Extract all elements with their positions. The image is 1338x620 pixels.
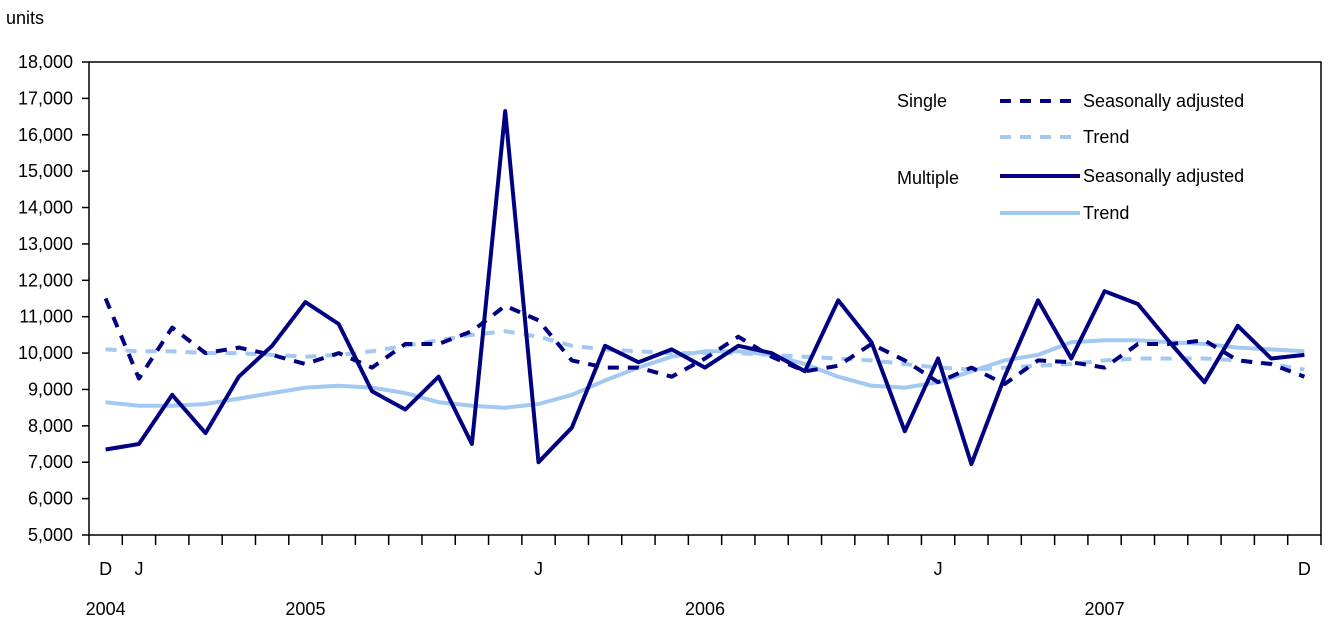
x-year-label: 2006 [685,599,725,619]
y-tick-label: 18,000 [18,52,73,72]
legend-label-single-seasonally-adjusted: Seasonally adjusted [1083,91,1244,111]
legend-label-multiple-trend: Trend [1083,203,1129,223]
series-line-multiple-seasonally-adjusted [105,109,1305,467]
y-tick-label: 14,000 [18,198,73,218]
y-tick-label: 10,000 [18,343,73,363]
x-month-label: D [1298,559,1311,579]
x-year-label: 2005 [285,599,325,619]
y-tick-label: 6,000 [28,489,73,509]
series-layer [103,109,1306,467]
legend-label-multiple-seasonally-adjusted: Seasonally adjusted [1083,166,1244,186]
legend: Single Seasonally adjusted Trend Multipl… [897,91,1244,223]
y-tick-label: 15,000 [18,161,73,181]
series-line-multiple-trend [105,338,1305,410]
y-tick-label: 7,000 [28,452,73,472]
plot-frame [88,61,1322,536]
legend-group-single: Single [897,91,947,111]
series-line-single-seasonally-adjusted [103,297,1306,386]
y-axis-unit-label: units [6,8,44,28]
y-tick-label: 8,000 [28,416,73,436]
y-tick-label: 16,000 [18,125,73,145]
x-month-label: J [934,559,943,579]
y-tick-label: 9,000 [28,379,73,399]
x-month-label: J [534,559,543,579]
legend-label-single-trend: Trend [1083,127,1129,147]
y-tick-label: 17,000 [18,88,73,108]
legend-group-multiple: Multiple [897,168,959,188]
y-tick-label: 13,000 [18,234,73,254]
y-tick-label: 11,000 [19,307,73,327]
x-month-label: J [134,559,143,579]
y-tick-label: 5,000 [28,525,73,545]
x-year-label: 2004 [86,599,126,619]
x-year-label: 2007 [1085,599,1125,619]
axes-layer: 5,000 6,000 7,000 8,000 9,000 10,000 11,000 12,… [18,52,1322,619]
x-month-label: D [99,559,112,579]
y-tick-label: 12,000 [18,270,73,290]
